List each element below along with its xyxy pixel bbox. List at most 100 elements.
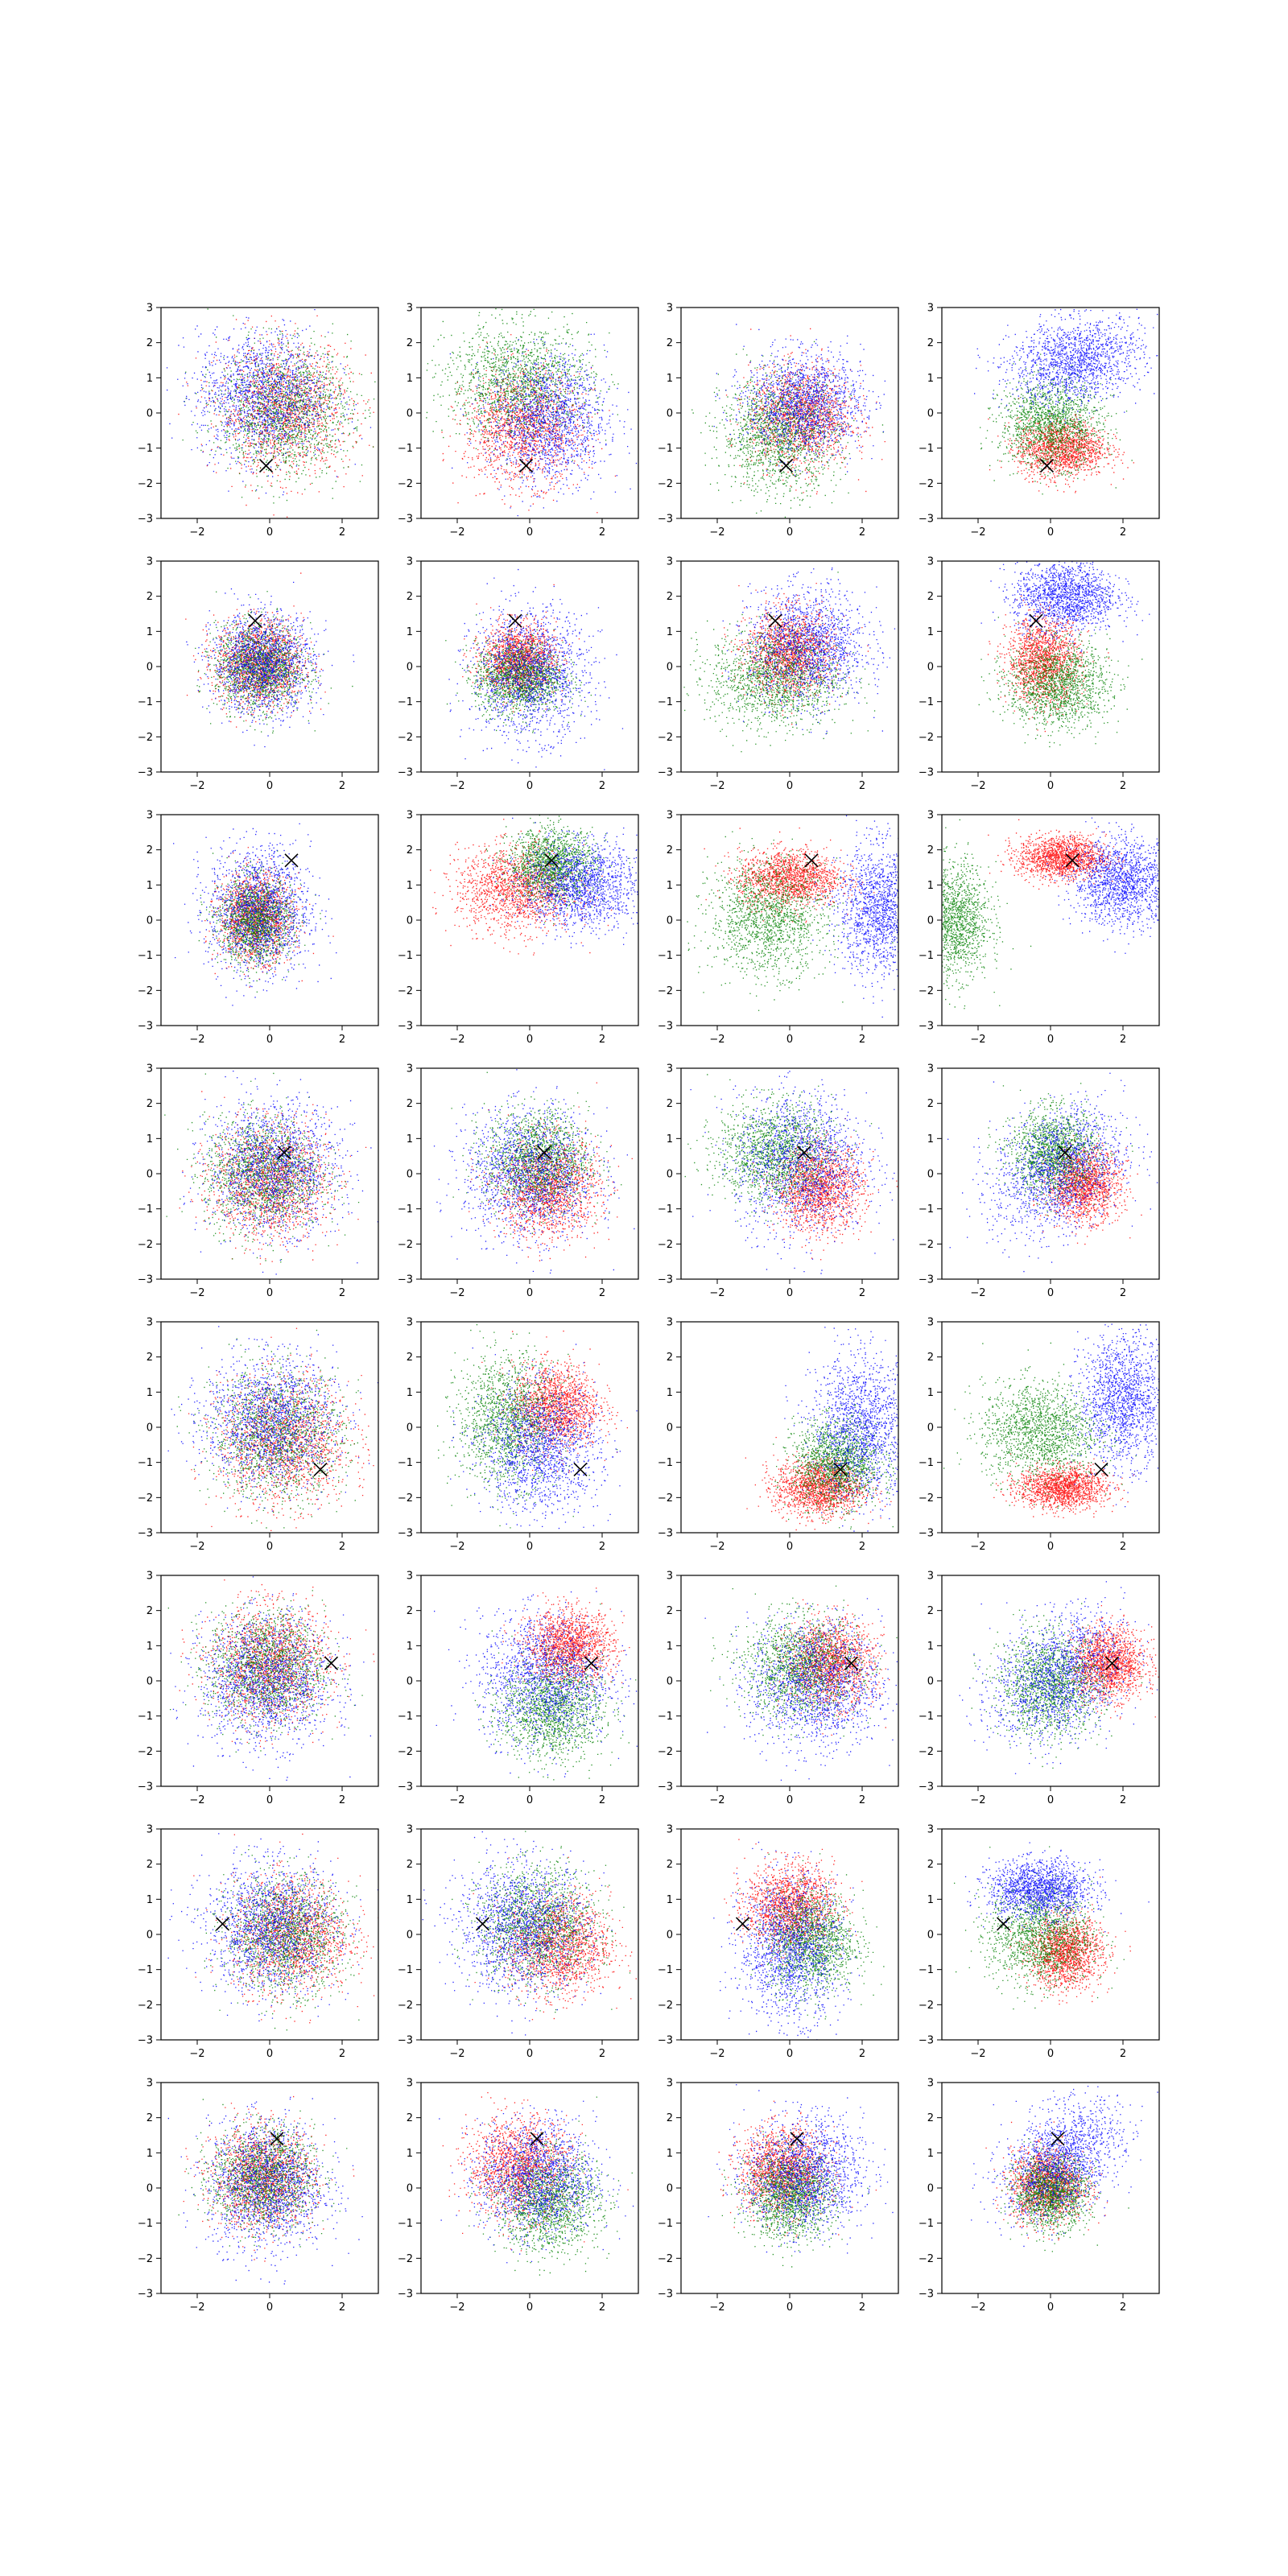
y-tick-label: −1	[919, 1457, 934, 1469]
y-tick-label: 0	[407, 1422, 413, 1435]
y-tick-label: 1	[147, 1894, 153, 1906]
y-tick-label: −2	[138, 732, 153, 744]
x-tick-label: 2	[339, 780, 345, 792]
target-marker	[804, 853, 819, 868]
scatter-points	[978, 561, 1150, 748]
y-tick-label: −3	[919, 767, 934, 779]
subplot-r8-c1: −2 0 2 −3 −2 −1 0 1 2 3	[138, 2078, 379, 2314]
series-points-green	[452, 1831, 631, 2013]
y-axis: −3 −2 −1 0 1 2 3	[138, 1571, 161, 1794]
y-tick-label: 0	[147, 1422, 153, 1435]
subplot-r4-c3: −2 0 2 −3 −2 −1 0 1 2 3	[658, 1063, 899, 1299]
x-tick-label: 0	[266, 1287, 273, 1299]
y-tick-label: −3	[919, 2289, 934, 2301]
y-tick-label: 0	[407, 915, 413, 927]
y-tick-label: 3	[407, 303, 413, 315]
y-tick-label: −2	[658, 2000, 673, 2012]
y-tick-label: 0	[407, 662, 413, 674]
y-tick-label: 1	[147, 880, 153, 892]
series-blue	[448, 568, 624, 770]
series-green	[452, 1831, 631, 2013]
y-tick-label: −2	[919, 732, 934, 744]
series-blue	[812, 815, 898, 1018]
x-axis: −2 0 2	[970, 1026, 1126, 1046]
scatter-points	[683, 568, 896, 753]
x-tick-label: 0	[786, 1541, 793, 1553]
y-axis: −3 −2 −1 0 1 2 3	[398, 556, 421, 779]
y-tick-label: −1	[658, 1711, 673, 1723]
series-red	[988, 819, 1129, 890]
x-axis: −2 0 2	[970, 2040, 1126, 2060]
y-tick-label: −3	[919, 1274, 934, 1286]
series-points-blue	[450, 1344, 638, 1530]
series-points-blue	[722, 568, 896, 735]
y-tick-label: −2	[138, 985, 153, 997]
scatter-points	[947, 1072, 1158, 1273]
series-green	[986, 1083, 1133, 1216]
series-green	[996, 2138, 1129, 2252]
subplot-r5-c4: −2 0 2 −3 −2 −1 0 1 2 3	[919, 1317, 1160, 1553]
x-tick-label: −2	[970, 1034, 985, 1046]
x-tick-label: −2	[709, 1287, 724, 1299]
y-tick-label: −2	[658, 1746, 673, 1758]
x-tick-label: −2	[189, 2048, 204, 2060]
target-marker	[544, 853, 559, 868]
series-blue	[182, 1071, 378, 1275]
y-tick-label: 0	[147, 1676, 153, 1688]
x-tick-label: 0	[526, 1034, 533, 1046]
y-tick-label: 2	[147, 1352, 153, 1364]
y-tick-label: −2	[138, 2253, 153, 2265]
series-points-green	[469, 2096, 638, 2276]
series-green	[485, 815, 631, 925]
series-red	[704, 828, 875, 923]
series-green	[437, 1324, 618, 1529]
y-tick-label: −1	[658, 696, 673, 708]
target-marker	[324, 1656, 339, 1670]
scatter-points	[445, 568, 624, 770]
y-tick-label: 3	[927, 303, 934, 315]
x-tick-label: 2	[599, 780, 605, 792]
y-tick-label: −3	[919, 2035, 934, 2047]
y-tick-label: 3	[407, 1317, 413, 1329]
axes-frame	[420, 307, 639, 519]
series-green	[445, 613, 592, 733]
x-axis: −2 0 2	[970, 772, 1126, 792]
scatter-points	[684, 1071, 898, 1274]
axes-frame	[160, 1067, 379, 1280]
y-axis: −3 −2 −1 0 1 2 3	[398, 1063, 421, 1286]
x-tick-label: −2	[970, 2048, 985, 2060]
series-points-green	[445, 613, 592, 733]
scatter-points	[708, 2084, 894, 2268]
series-points-red	[469, 1082, 638, 1261]
x-tick-label: 0	[526, 526, 533, 539]
x-axis: −2 0 2	[709, 2040, 865, 2060]
y-tick-label: 0	[667, 1930, 673, 1942]
y-tick-label: −2	[138, 478, 153, 490]
subplot-r2-c1: −2 0 2 −3 −2 −1 0 1 2 3	[138, 556, 379, 792]
x-tick-label: 2	[339, 526, 345, 539]
y-axis: −3 −2 −1 0 1 2 3	[658, 1317, 681, 1540]
y-tick-label: 3	[407, 1571, 413, 1583]
series-points-red	[430, 819, 613, 956]
series-blue	[1045, 817, 1159, 954]
y-tick-label: −3	[398, 1528, 413, 1540]
y-tick-label: 3	[667, 1317, 673, 1329]
x-tick-label: −2	[970, 780, 985, 792]
series-points-green	[683, 572, 876, 753]
series-red	[473, 1856, 637, 2021]
target-marker	[1051, 2132, 1065, 2146]
y-tick-label: −1	[919, 696, 934, 708]
scatter-points	[439, 2092, 638, 2276]
series-points-blue	[182, 1071, 378, 1275]
x-tick-label: 0	[266, 526, 273, 539]
target-marker	[1029, 613, 1043, 628]
y-axis: −3 −2 −1 0 1 2 3	[919, 1063, 942, 1286]
x-tick-label: 0	[526, 1287, 533, 1299]
y-tick-label: 3	[927, 1824, 934, 1836]
x-axis: −2 0 2	[709, 1279, 865, 1299]
y-axis: −3 −2 −1 0 1 2 3	[919, 303, 942, 526]
x-tick-label: −2	[970, 1287, 985, 1299]
series-points-green	[996, 2138, 1129, 2252]
y-tick-label: 1	[147, 373, 153, 385]
scatter-points	[430, 815, 638, 956]
